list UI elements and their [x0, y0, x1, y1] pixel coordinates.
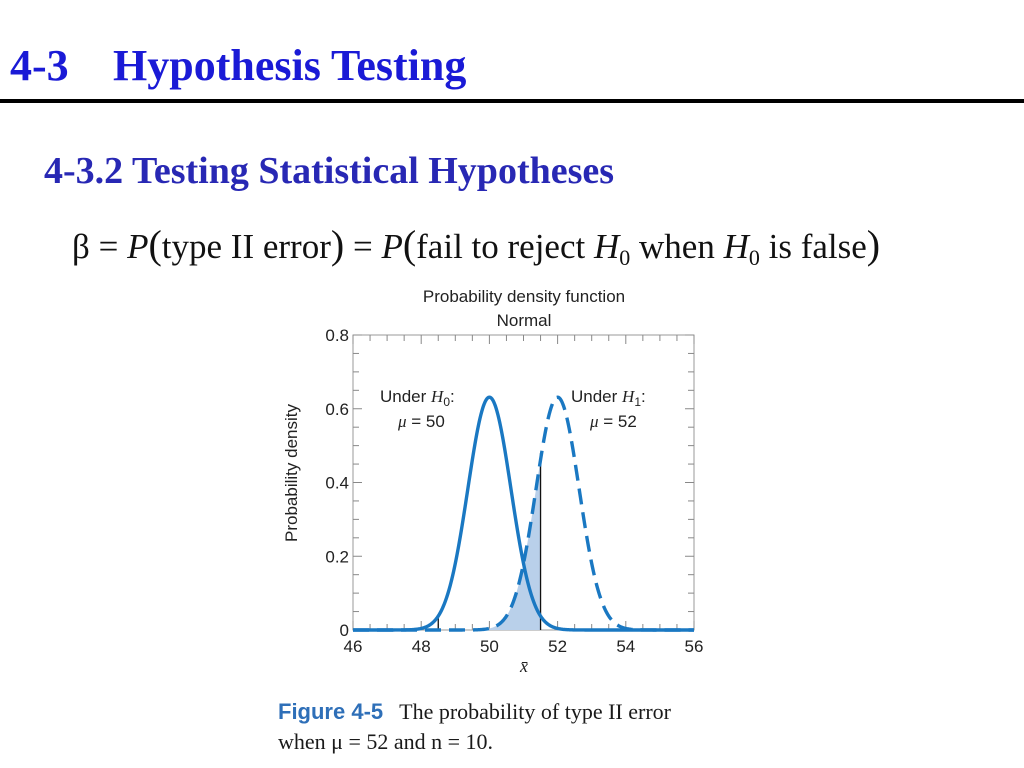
h0-annotation: Under H0: μ = 50	[380, 387, 455, 431]
type-ii-error-region	[438, 459, 541, 630]
h-symbol-1: H	[593, 227, 620, 266]
figure-label: Figure 4-5	[278, 699, 384, 724]
x-tick-label: 54	[616, 637, 635, 656]
subsection-title: 4-3.2 Testing Statistical Hypotheses	[44, 150, 615, 192]
x-tick-labels: 46 48 50 52 54 56	[344, 637, 704, 656]
beta-formula: β = P(type II error) = P(fail to reject …	[72, 222, 881, 270]
svg-text:Under H0:: Under H0:	[380, 387, 455, 409]
probability-symbol-2: P	[381, 227, 403, 266]
h-symbol-2: H	[723, 227, 749, 266]
h-subscript-1: 0	[619, 245, 631, 270]
y-tick-label: 0.8	[325, 326, 349, 345]
section-title: Hypothesis Testing	[113, 41, 467, 90]
y-tick-label: 0.6	[325, 400, 349, 419]
x-axis-label: x̄	[519, 656, 528, 676]
y-tick-label: 0.2	[325, 547, 349, 566]
formula-is-false: is false	[759, 227, 867, 266]
equals-sign-2: =	[352, 227, 373, 266]
chart-title: Probability density function	[423, 287, 625, 306]
chart-subtitle: Normal	[497, 311, 552, 330]
svg-text:μ = 52: μ = 52	[589, 412, 637, 431]
slide-title: 4-3 Hypothesis Testing	[10, 38, 466, 94]
figure-text: The probability of type II error when μ …	[278, 699, 671, 754]
h1-annotation: Under H1: μ = 52	[571, 387, 646, 431]
formula-when: when	[630, 227, 724, 266]
x-tick-label: 46	[344, 637, 363, 656]
x-tick-label: 52	[548, 637, 567, 656]
x-tick-label: 50	[480, 637, 499, 656]
equals-sign-1: =	[98, 227, 119, 266]
y-axis-label: Probability density	[282, 404, 301, 542]
svg-text:Under H1:: Under H1:	[571, 387, 646, 409]
svg-text:μ = 50: μ = 50	[397, 412, 445, 431]
axis-ticks	[352, 334, 695, 631]
beta-symbol: β	[72, 227, 90, 266]
formula-type-ii-error: type II error	[161, 227, 331, 266]
x-tick-label: 48	[412, 637, 431, 656]
figure-caption: Figure 4-5 The probability of type II err…	[278, 697, 718, 757]
probability-symbol-1: P	[127, 227, 149, 266]
section-number: 4-3	[10, 41, 69, 90]
formula-fail-to-reject: fail to reject	[416, 227, 594, 266]
h1-density-curve	[353, 395, 694, 632]
y-tick-labels: 0 0.2 0.4 0.6 0.8	[325, 326, 349, 640]
title-divider	[0, 99, 1024, 103]
h-subscript-2: 0	[748, 245, 760, 270]
pdf-chart: Probability density function Normal 0 0.2…	[282, 287, 704, 676]
y-tick-label: 0.4	[325, 474, 349, 493]
x-tick-label: 56	[685, 637, 704, 656]
y-tick-label: 0	[340, 621, 349, 640]
